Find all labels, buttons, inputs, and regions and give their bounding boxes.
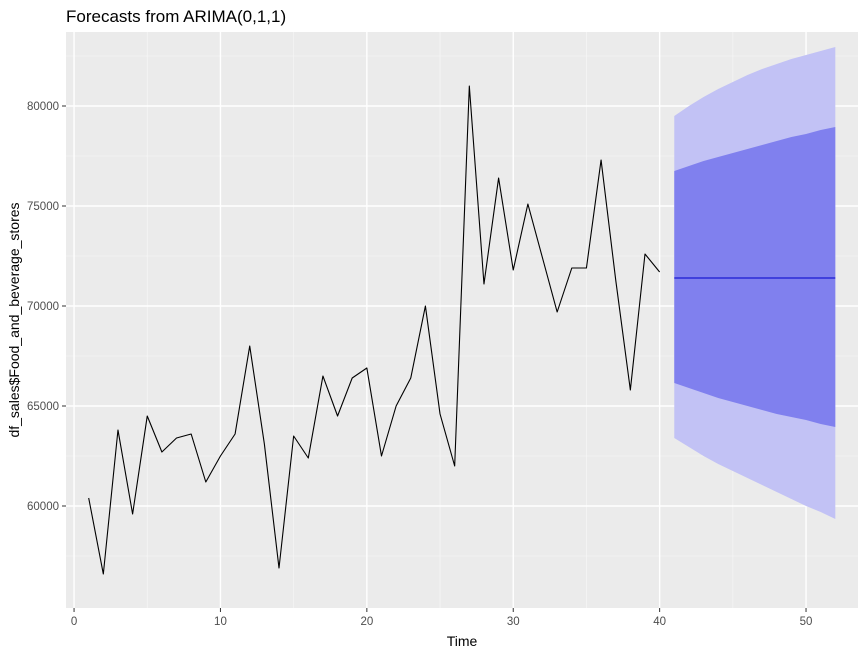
x-axis-title: Time bbox=[447, 633, 478, 649]
x-tick-label: 0 bbox=[71, 616, 77, 628]
forecast-80-interval bbox=[674, 127, 836, 427]
x-tick-label: 50 bbox=[800, 616, 813, 628]
x-tick-label: 20 bbox=[360, 616, 373, 628]
y-tick-label: 75000 bbox=[27, 201, 59, 213]
y-tick-label: 60000 bbox=[27, 501, 59, 513]
observed-series bbox=[88, 85, 661, 575]
x-axis-ticks: 0 10 20 30 40 50 bbox=[71, 608, 813, 628]
y-axis-title: df_sales$Food_and_beverage_stores bbox=[6, 202, 22, 437]
x-tick-label: 10 bbox=[214, 616, 227, 628]
x-tick-label: 40 bbox=[653, 616, 666, 628]
y-tick-label: 80000 bbox=[27, 101, 59, 113]
y-tick-label: 70000 bbox=[27, 301, 59, 313]
y-tick-label: 65000 bbox=[27, 401, 59, 413]
y-axis-ticks: 60000 65000 70000 75000 80000 bbox=[27, 101, 66, 513]
forecast-80-band bbox=[674, 127, 836, 427]
series-line bbox=[88, 85, 661, 575]
chart-title: Forecasts from ARIMA(0,1,1) bbox=[66, 7, 286, 26]
x-tick-label: 30 bbox=[507, 616, 520, 628]
